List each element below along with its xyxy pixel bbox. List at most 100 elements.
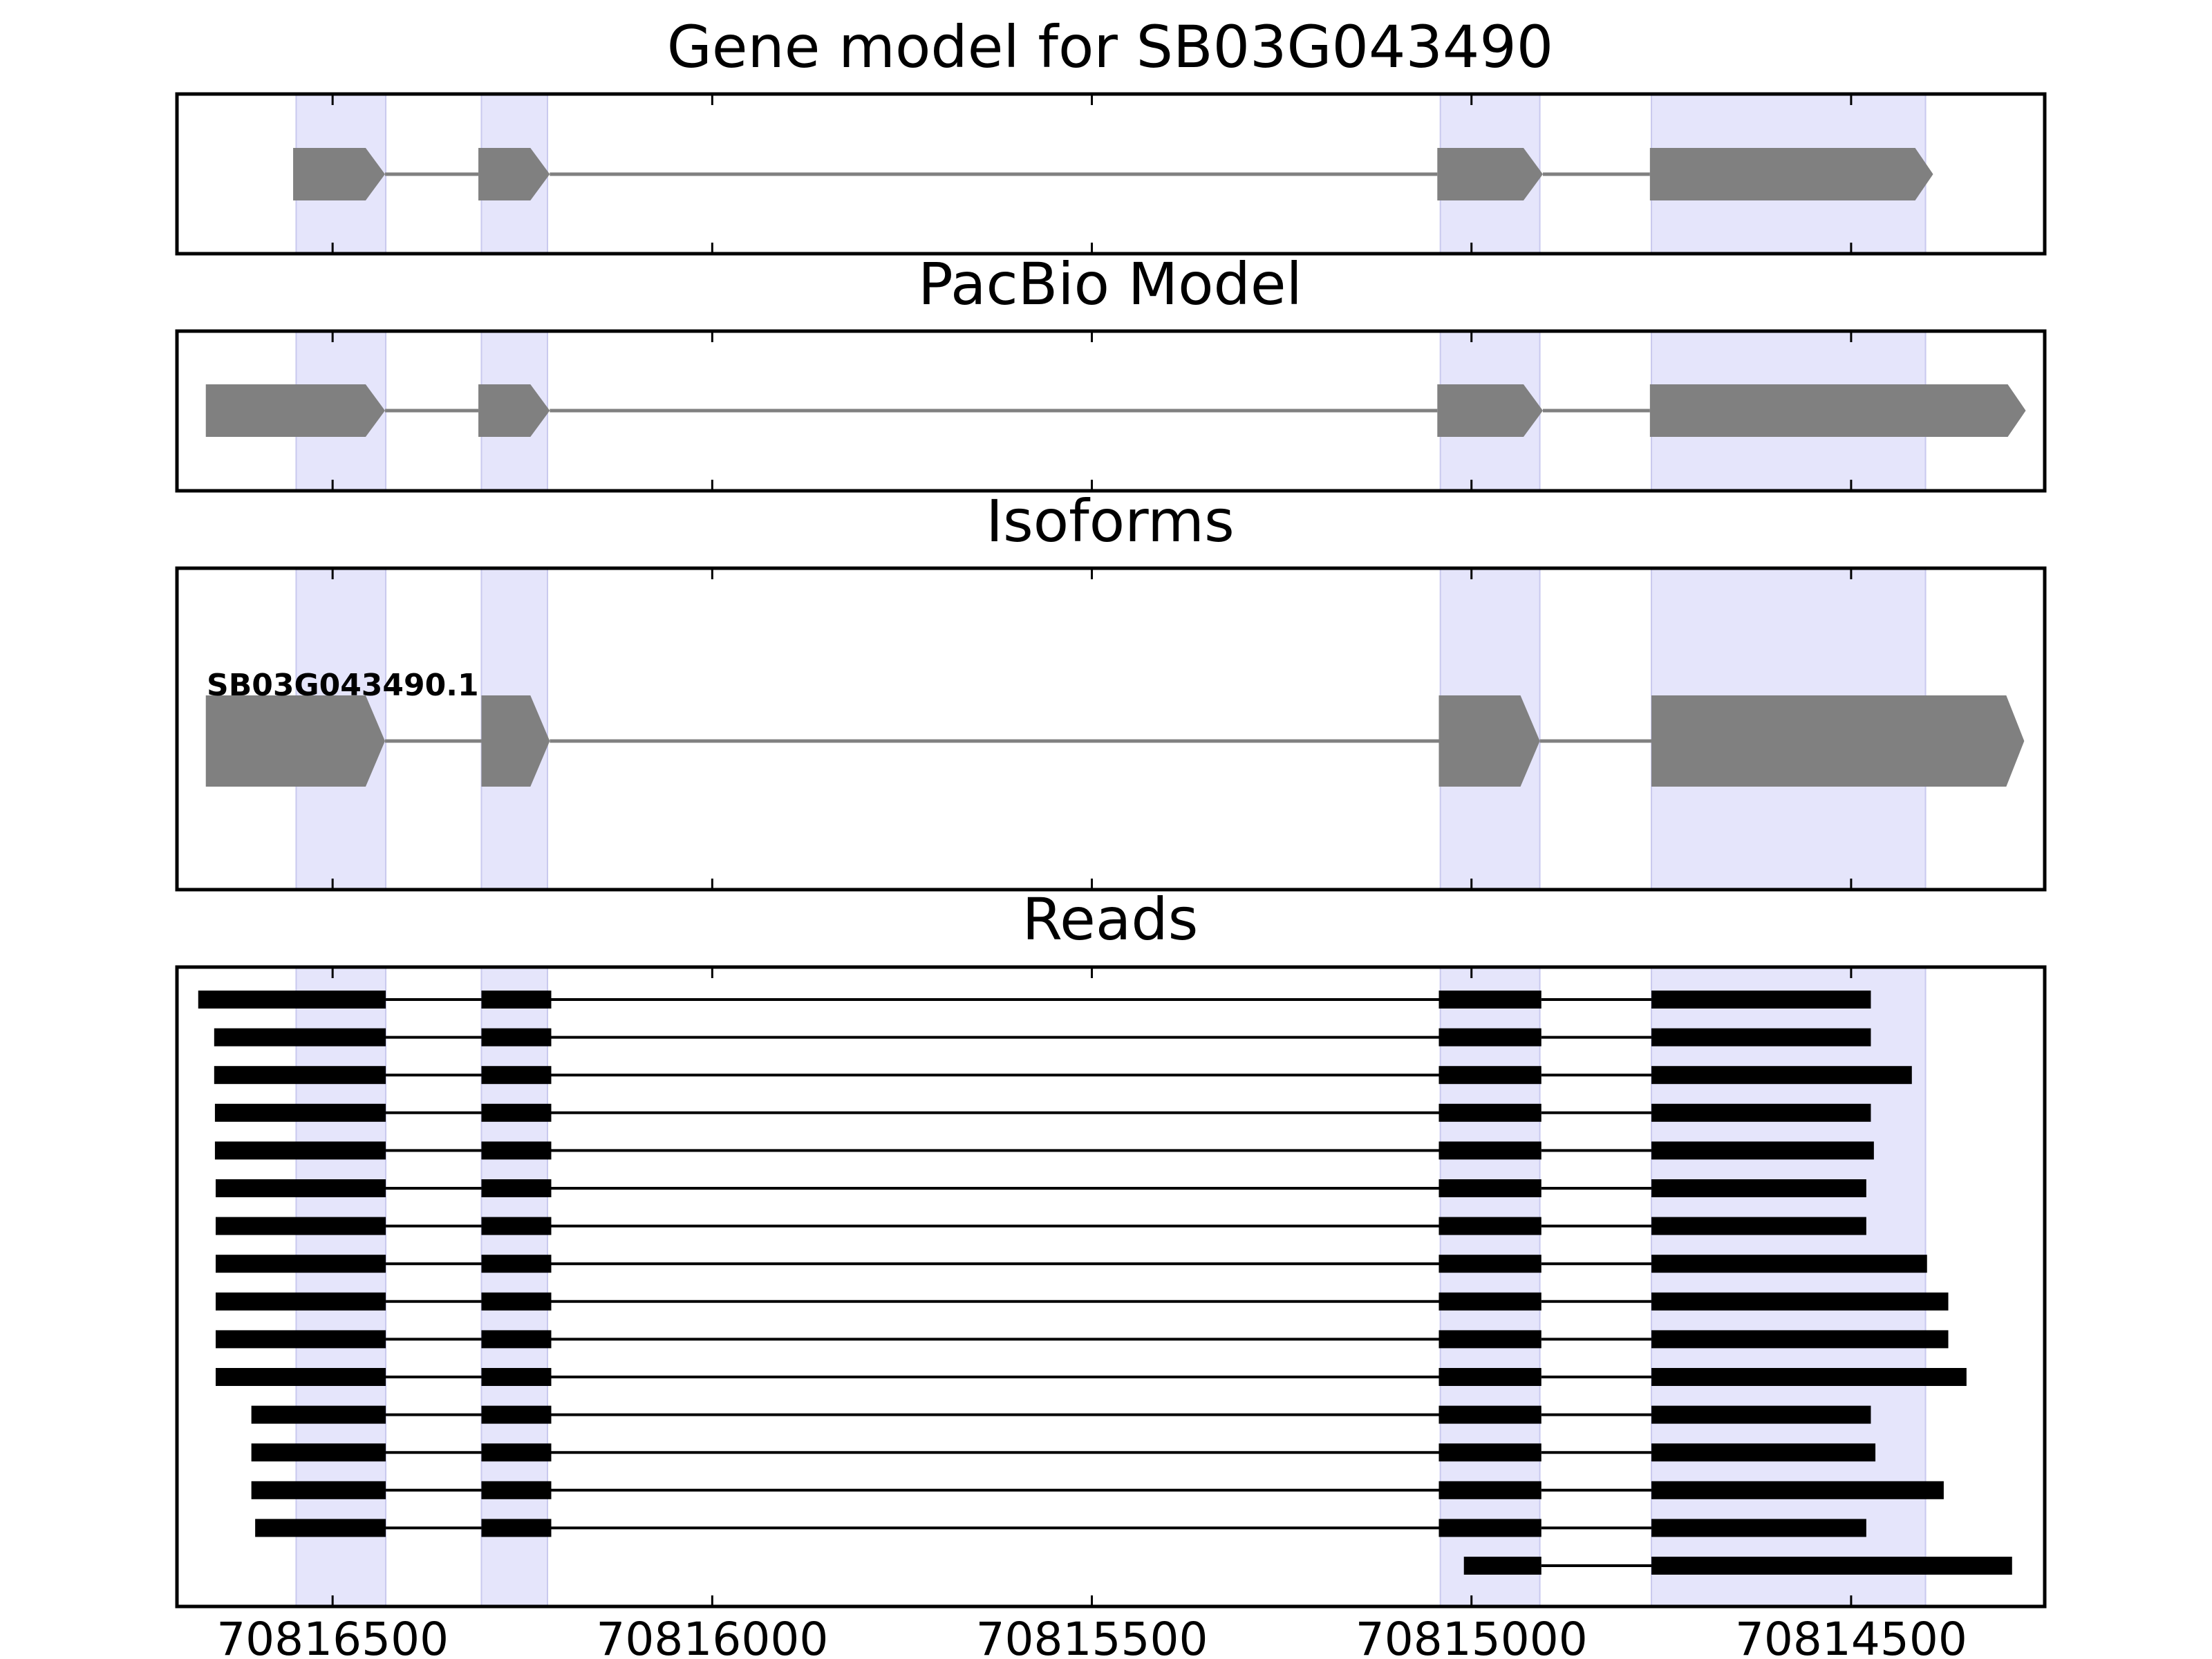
read-7-exon-1 [216, 1217, 386, 1235]
read-8-exon-3 [1438, 1255, 1541, 1273]
isoform-label: SB03G043490.1 [207, 668, 479, 703]
read-15-exon-4 [1651, 1519, 1866, 1537]
gene-model-exon-2 [478, 148, 550, 200]
read-11-exon-4 [1651, 1368, 1967, 1386]
x-tick-label-5: 70814500 [1735, 1613, 1967, 1659]
read-12-exon-4 [1651, 1405, 1871, 1424]
x-tick-label-3: 70815500 [976, 1613, 1208, 1659]
read-9-exon-2 [481, 1292, 552, 1311]
read-8-exon-2 [481, 1255, 552, 1273]
highlight-region-3 [1439, 966, 1541, 1607]
reads-title: Reads [1022, 885, 1199, 953]
read-15-exon-3 [1438, 1519, 1541, 1537]
read-6-exon-2 [481, 1179, 552, 1197]
read-9-exon-1 [216, 1292, 386, 1311]
pacbio-model-exon-3 [1437, 384, 1543, 437]
gene-model-title: Gene model for SB03G043490 [667, 13, 1553, 81]
read-9-exon-3 [1438, 1292, 1541, 1311]
gene-model-exon-4 [1649, 148, 1933, 200]
read-7-exon-3 [1438, 1217, 1541, 1235]
read-13-exon-1 [251, 1443, 386, 1462]
read-16-exon-2 [1651, 1557, 2012, 1575]
reads-frame [175, 965, 2047, 1609]
isoforms-frame [175, 566, 2047, 892]
read-16-exon-1 [1463, 1557, 1541, 1575]
isoforms-ticks [331, 568, 1853, 890]
isoform-1-exon-3 [1438, 695, 1540, 787]
reads-panel: Reads 70816500 70816000 70815500 70815000 70… [175, 885, 2047, 1659]
read-3-exon-3 [1438, 1066, 1541, 1085]
x-tick-label-4: 70815000 [1356, 1613, 1588, 1659]
pacbio-model-marks [205, 384, 2026, 437]
read-13-exon-2 [481, 1443, 552, 1462]
read-4-exon-2 [481, 1103, 552, 1122]
read-7-exon-2 [481, 1217, 552, 1235]
reads-ticks [331, 967, 1853, 1606]
pacbio-model-ticks [331, 331, 1853, 491]
highlight-region-2 [480, 966, 549, 1607]
read-10-exon-4 [1651, 1330, 1949, 1349]
highlight-region-1 [295, 966, 387, 1607]
read-15-exon-2 [481, 1519, 552, 1537]
pacbio-model-exon-2 [478, 384, 550, 437]
read-6-exon-4 [1651, 1179, 1866, 1197]
read-15-exon-1 [255, 1519, 386, 1537]
pacbio-model-title: PacBio Model [918, 250, 1302, 318]
read-8-exon-4 [1651, 1255, 1927, 1273]
pacbio-model-exon-4 [1649, 384, 2026, 437]
read-5-exon-3 [1438, 1141, 1541, 1160]
read-1-exon-4 [1651, 991, 1871, 1009]
isoform-1-exon-2 [481, 695, 550, 787]
gene-model-marks [293, 148, 1933, 200]
read-14-exon-1 [251, 1481, 386, 1499]
isoform-1-exon-4 [1651, 695, 2025, 787]
read-9-exon-4 [1651, 1292, 1949, 1311]
read-10-exon-3 [1438, 1330, 1541, 1349]
reads-marks [198, 991, 2012, 1575]
read-4-exon-4 [1651, 1103, 1871, 1122]
read-3-exon-1 [214, 1066, 386, 1085]
isoforms-panel: Isoforms SB03G043490.1 [175, 487, 2047, 892]
isoforms-marks [205, 695, 2025, 787]
read-3-exon-4 [1651, 1066, 1912, 1085]
read-12-exon-3 [1438, 1405, 1541, 1424]
pacbio-model-panel: PacBio Model [175, 250, 2047, 493]
isoforms-title: Isoforms [986, 487, 1235, 555]
read-5-exon-2 [481, 1141, 552, 1160]
read-10-exon-2 [481, 1330, 552, 1349]
read-12-exon-1 [251, 1405, 386, 1424]
isoform-1-exon-1 [205, 695, 385, 787]
read-5-exon-1 [214, 1141, 386, 1160]
highlight-region-4 [1651, 966, 1927, 1607]
read-1-exon-1 [198, 991, 386, 1009]
read-6-exon-1 [216, 1179, 386, 1197]
read-5-exon-4 [1651, 1141, 1874, 1160]
read-11-exon-3 [1438, 1368, 1541, 1386]
gene-model-exon-1 [293, 148, 385, 200]
read-3-exon-2 [481, 1066, 552, 1085]
read-1-exon-2 [481, 991, 552, 1009]
x-axis-tick-labels: 70816500 70816000 70815500 70815000 70814500 [216, 1613, 1967, 1659]
read-13-exon-4 [1651, 1443, 1876, 1462]
reads-highlights [295, 966, 1927, 1607]
x-tick-label-1: 70816500 [216, 1613, 449, 1659]
read-11-exon-2 [481, 1368, 552, 1386]
read-13-exon-3 [1438, 1443, 1541, 1462]
read-4-exon-3 [1438, 1103, 1541, 1122]
read-8-exon-1 [216, 1255, 386, 1273]
pacbio-model-frame [175, 329, 2047, 493]
read-12-exon-2 [481, 1405, 552, 1424]
read-2-exon-4 [1651, 1028, 1871, 1047]
read-14-exon-3 [1438, 1481, 1541, 1499]
read-7-exon-4 [1651, 1217, 1866, 1235]
read-6-exon-3 [1438, 1179, 1541, 1197]
read-2-exon-2 [481, 1028, 552, 1047]
pacbio-model-exon-1 [205, 384, 385, 437]
x-tick-label-2: 70816000 [596, 1613, 828, 1659]
read-4-exon-1 [214, 1103, 386, 1122]
read-14-exon-2 [481, 1481, 552, 1499]
read-2-exon-1 [214, 1028, 386, 1047]
read-14-exon-4 [1651, 1481, 1944, 1499]
gene-model-ticks [331, 94, 1853, 254]
